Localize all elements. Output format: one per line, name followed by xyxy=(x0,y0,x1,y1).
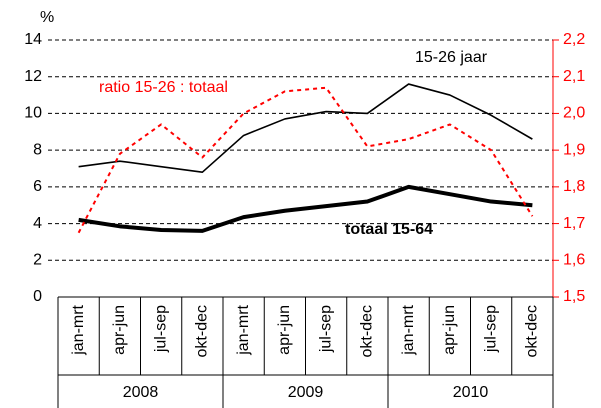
x-tick-label: okt-dec xyxy=(194,305,211,357)
y2-tick-label: 2,2 xyxy=(563,31,585,48)
series-label: ratio 15-26 : totaal xyxy=(99,79,228,96)
series-label: totaal 15-64 xyxy=(345,221,433,238)
x-tick-label: okt-dec xyxy=(359,305,376,357)
y2-tick-label: 1,7 xyxy=(563,215,585,232)
x-tick-label: okt-dec xyxy=(524,305,541,357)
series-line xyxy=(78,83,533,173)
x-tick-label: jul-sep xyxy=(482,305,499,353)
y-tick-label: 4 xyxy=(33,215,42,232)
y2-tick-label: 1,6 xyxy=(563,252,585,269)
y-tick-label: 10 xyxy=(24,105,42,122)
y-tick-label: 6 xyxy=(33,178,42,195)
y2-tick-label: 1,9 xyxy=(563,141,585,158)
x-tick-label: jan-mrt xyxy=(70,304,87,355)
y2-tick-label: 1,8 xyxy=(563,178,585,195)
series-line xyxy=(77,86,534,234)
y-unit: % xyxy=(40,9,54,26)
x-group-label: 2008 xyxy=(123,384,159,401)
x-tick-label: jul-sep xyxy=(152,305,169,353)
x-tick-label: apr-jun xyxy=(276,305,293,355)
y-tick-label: 8 xyxy=(33,141,42,158)
x-tick-label: jan-mrt xyxy=(235,304,252,355)
y2-tick-label: 2,0 xyxy=(563,105,585,122)
x-group-label: 2010 xyxy=(453,384,489,401)
y2-tick-label: 1,5 xyxy=(563,288,585,305)
x-tick-label: jan-mrt xyxy=(400,304,417,355)
y-tick-label: 12 xyxy=(24,68,42,85)
x-tick-label: apr-jun xyxy=(111,305,128,355)
y2-tick-label: 2,1 xyxy=(563,68,585,85)
y-tick-label: 0 xyxy=(33,288,42,305)
y-tick-label: 2 xyxy=(33,252,42,269)
y-tick-label: 14 xyxy=(24,31,42,48)
x-tick-label: jul-sep xyxy=(317,305,334,353)
x-tick-label: apr-jun xyxy=(441,305,458,355)
x-group-label: 2009 xyxy=(288,384,324,401)
series-label: 15-26 jaar xyxy=(415,49,488,66)
series-line xyxy=(78,184,533,233)
